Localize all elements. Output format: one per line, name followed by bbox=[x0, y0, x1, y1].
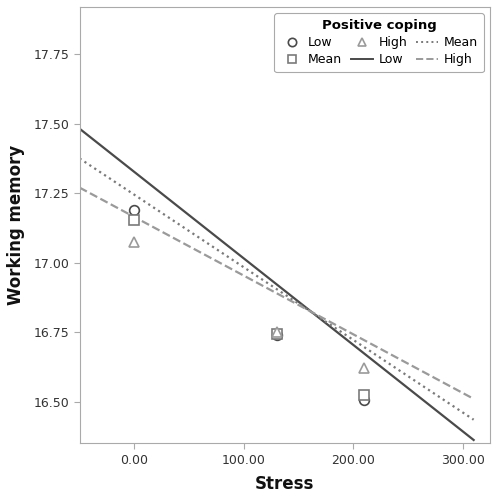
Legend: Low, Mean, High, Low, Mean, High: Low, Mean, High, Low, Mean, High bbox=[274, 13, 484, 72]
X-axis label: Stress: Stress bbox=[255, 475, 315, 493]
Y-axis label: Working memory: Working memory bbox=[7, 145, 25, 305]
